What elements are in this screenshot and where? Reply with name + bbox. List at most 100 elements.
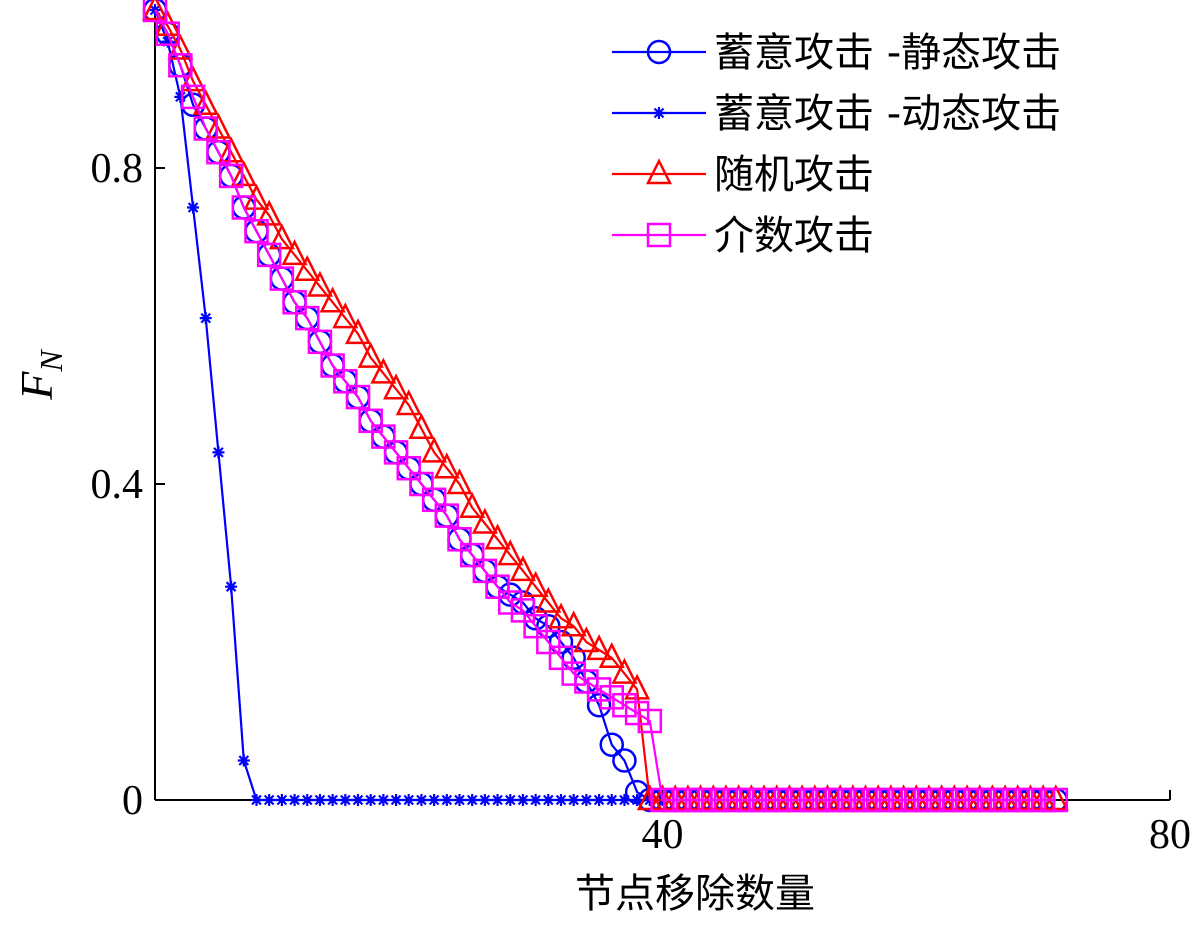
data-point	[491, 794, 504, 806]
y-axis-label-main: F	[11, 371, 62, 401]
data-point	[433, 452, 460, 479]
series-4	[142, 0, 1069, 813]
data-point	[802, 787, 827, 813]
data-point	[333, 369, 358, 394]
data-point	[187, 201, 200, 214]
data-point	[383, 373, 410, 400]
data-point	[573, 626, 600, 653]
data-point	[586, 677, 612, 702]
data-point	[840, 787, 866, 813]
data-point	[915, 784, 942, 811]
data-point	[409, 471, 434, 497]
data-point	[662, 787, 688, 813]
data-point	[1030, 787, 1056, 813]
data-point	[332, 302, 359, 329]
data-point	[650, 787, 675, 813]
data-point	[750, 784, 778, 811]
data-point	[471, 507, 498, 534]
data-point	[624, 673, 651, 700]
data-point	[161, 35, 174, 48]
data-point	[865, 784, 892, 811]
data-point	[853, 787, 878, 813]
data-point	[536, 629, 561, 655]
data-point	[903, 784, 930, 811]
data-point	[567, 794, 580, 806]
data-point	[1017, 784, 1044, 811]
data-point	[916, 787, 942, 813]
data-point	[738, 784, 765, 811]
data-point	[631, 794, 644, 806]
data-point	[510, 598, 536, 623]
data-point	[339, 794, 352, 806]
data-point	[225, 580, 238, 593]
data-point	[288, 794, 301, 806]
data-point	[992, 784, 1019, 811]
data-point	[763, 784, 790, 811]
data-point	[484, 523, 511, 550]
data-point	[275, 794, 288, 806]
data-point	[548, 629, 574, 655]
data-point	[891, 787, 916, 813]
data-point	[674, 784, 701, 811]
data-point	[1004, 784, 1031, 811]
data-point	[662, 784, 689, 811]
data-point	[428, 794, 441, 806]
data-point	[827, 787, 853, 813]
data-point	[966, 784, 993, 811]
data-point	[218, 163, 244, 189]
data-point	[421, 436, 448, 463]
data-point	[904, 787, 929, 813]
data-point	[877, 784, 904, 811]
data-point	[256, 242, 282, 268]
x-tick-label: 40	[642, 812, 684, 858]
data-point	[478, 794, 491, 806]
data-point	[504, 794, 517, 806]
series-layer	[141, 0, 1069, 813]
legend-label: 蓄意攻击 -静态攻击	[714, 30, 1061, 76]
data-point	[472, 558, 498, 584]
data-point	[459, 491, 486, 518]
data-point	[560, 610, 587, 637]
data-point	[281, 239, 308, 266]
data-point	[612, 748, 637, 773]
data-point	[244, 218, 269, 244]
data-point	[180, 84, 206, 110]
data-point	[751, 787, 777, 813]
data-point	[326, 794, 339, 806]
data-point	[168, 53, 193, 78]
data-point	[307, 329, 333, 355]
data-point	[599, 732, 624, 757]
data-point	[574, 669, 599, 694]
data-point	[701, 787, 726, 813]
data-point	[199, 312, 212, 325]
data-point	[1005, 787, 1030, 813]
data-point	[295, 305, 320, 331]
data-point	[371, 424, 396, 449]
data-point	[421, 487, 447, 513]
data-point	[212, 446, 225, 459]
data-point	[1018, 787, 1043, 813]
data-point	[980, 787, 1005, 813]
data-point	[237, 754, 250, 767]
data-point	[713, 787, 739, 813]
data-point	[739, 787, 764, 813]
data-point	[395, 389, 422, 416]
data-point	[954, 787, 980, 813]
y-tick-label: 0.8	[91, 146, 144, 192]
y-tick-label: 0	[122, 778, 143, 824]
data-point	[497, 539, 524, 566]
x-axis-label: 节点移除数量	[575, 871, 815, 917]
legend-label: 蓄意攻击 -动态攻击	[714, 91, 1061, 137]
data-point	[498, 590, 523, 615]
data-point	[967, 787, 992, 813]
data-point	[675, 787, 701, 813]
data-point	[250, 794, 263, 806]
data-point	[459, 542, 485, 568]
data-point	[547, 602, 575, 629]
data-point	[231, 195, 257, 220]
data-point	[408, 412, 435, 439]
data-point	[357, 341, 384, 368]
data-point	[522, 570, 549, 597]
